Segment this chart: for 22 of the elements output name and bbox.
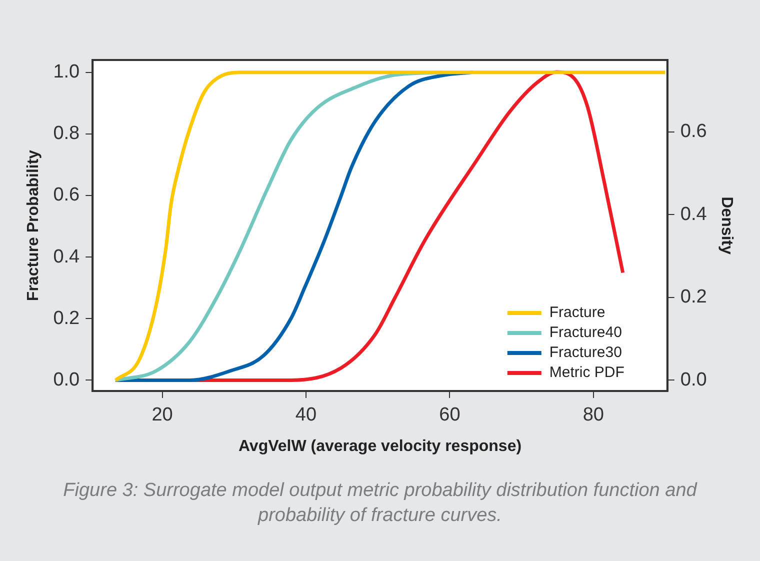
y-tick-label: 0.2	[53, 308, 80, 329]
y-tick-label: 0.6	[53, 184, 80, 206]
x-tick-label: 80	[582, 404, 604, 426]
x-tick-label: 40	[295, 404, 317, 426]
legend-label: Metric PDF	[549, 364, 624, 382]
y2-tick-label: 0.6	[680, 121, 707, 142]
y-tick-label: 0.8	[53, 123, 80, 144]
legend-label: Fracture30	[549, 344, 622, 362]
x-axis-title: AvgVelW (average velocity response)	[238, 438, 522, 455]
y2-tick-label: 0.4	[680, 204, 708, 225]
caption: Figure 3: Surrogate model output metric probability distribution function and probability of fracture curves.	[62, 479, 698, 528]
y-axis-title: Fracture Probability	[25, 150, 42, 302]
legend-label: Fracture40	[549, 324, 622, 342]
x-tick-label: 20	[152, 404, 173, 426]
x-tick-label: 60	[439, 404, 460, 426]
y-tick-label: 0.0	[53, 369, 80, 390]
legend-label: Fracture	[549, 304, 606, 322]
y2-axis-title: Density	[718, 196, 735, 254]
y2-tick-label: 0.2	[680, 286, 707, 308]
y2-tick-label: 0.0	[680, 369, 707, 390]
y-tick-label: 1.0	[53, 62, 80, 83]
y-tick-label: 0.4	[53, 246, 80, 268]
